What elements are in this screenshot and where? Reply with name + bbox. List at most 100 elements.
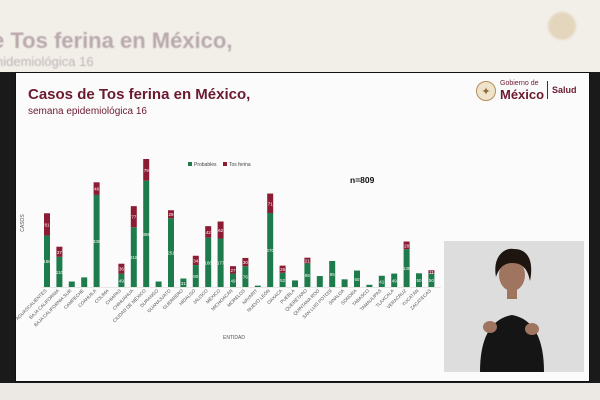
background-subtitle: nidemiológica 16 [0,54,94,69]
bar-tos-ferina [242,257,249,267]
bar-label-probables: 180 [204,260,212,265]
bar-label-tos-ferina: 36 [119,267,125,272]
bar-tos-ferina [93,182,100,195]
bar-label-probables: 110 [56,270,64,275]
bar-probables [180,278,187,287]
bar-label-probables: 388 [142,232,150,237]
bar-label-tos-ferina: 34 [193,258,199,263]
bar-tos-ferina [267,193,274,213]
bar-probables [304,263,311,287]
bar-probables [56,256,63,287]
bar-label-tos-ferina: 79 [144,168,150,173]
bar-probables [143,180,150,287]
sign-language-interpreter-video [444,241,584,372]
bar-label-probables: 270 [266,248,274,253]
bar-label-tos-ferina: 30 [243,260,249,265]
bar-probables [44,235,50,287]
bar-probables [378,275,385,287]
eagle-seal-icon: ✦ [476,81,496,101]
bar-probables [267,212,274,287]
bar-probables [192,265,199,287]
bar-probables [416,273,422,287]
logo-line-mexico: México [500,87,545,102]
slide-title: Casos de Tos ferina en México, [28,86,251,103]
bar-label-probables: 188 [43,259,51,264]
bar-probables [217,238,224,287]
background-seal-icon [548,12,576,40]
legend-label-probables: Probables [194,162,217,168]
chart-annotation-n: n=809 [350,175,375,185]
bar-label-probables: 31 [181,281,187,286]
bar-tos-ferina [56,246,63,257]
bar-label-tos-ferina: 46 [94,187,100,192]
bar-label-probables: 177 [217,261,225,266]
bar-tos-ferina [428,270,435,274]
bar-probables [118,273,125,287]
bar-label-probables: 41 [379,279,385,284]
bar-label-probables: 49 [119,278,125,283]
bar-probables [68,281,75,287]
bar-probables [205,237,212,287]
bar-probables [155,281,162,287]
logo-divider [547,81,548,99]
bar-probables [168,218,174,287]
bar-tos-ferina [279,265,286,273]
bar-label-probables: 138 [403,266,411,271]
bar-label-probables: 49 [230,278,236,283]
bar-label-tos-ferina: 28 [404,243,410,248]
bar-probables [391,273,398,287]
bar-label-tos-ferina: 11 [429,270,434,275]
bar-label-probables: 76 [243,275,249,280]
bar-probables [242,266,249,287]
bar-probables [316,276,323,287]
background-slide: e Tos ferina en México, nidemiológica 16 [0,0,600,72]
bar-probables [230,273,236,287]
bar-probables [130,227,137,287]
bar-label-tos-ferina: 62 [218,228,224,233]
bar-label-tos-ferina: 29 [168,212,174,217]
bar-label-probables: 86 [305,273,311,278]
gobierno-mexico-logo: ✦ Gobierno de México Salud [476,79,588,103]
bar-label-probables: 251 [167,251,175,256]
bar-label-tos-ferina: 42 [206,230,212,235]
bar-probables [254,285,261,287]
bar-tos-ferina [143,159,150,181]
presentation-slide: Casos de Tos ferina en México, semana ep… [15,72,590,382]
slide-subtitle: semana epidemiológica 16 [28,106,147,117]
bar-tos-ferina [168,210,174,219]
bar-label-probables: 50 [416,278,422,283]
bar-label-tos-ferina: 71 [268,201,274,206]
bar-tos-ferina [205,226,212,238]
bar-label-tos-ferina: 26 [280,267,286,272]
bar-probables [428,273,435,287]
bar-probables [81,277,88,287]
bar-label-probables: 52 [280,278,286,283]
logo-line-salud: Salud [552,85,577,95]
bar-probables [292,280,298,287]
legend-swatch-probables [188,162,192,166]
bar-label-tos-ferina: 81 [44,222,50,227]
bar-label-tos-ferina: 21 [305,259,311,264]
bar-label-probables: 50 [429,278,435,283]
bar-probables [329,260,336,287]
bar-tos-ferina [217,221,224,239]
bar-label-tos-ferina: 27 [230,268,236,273]
bar-label-tos-ferina: 37 [57,250,63,255]
legend-swatch-tos-ferina [223,162,227,166]
bar-tos-ferina [230,266,236,274]
bar-tos-ferina [130,206,137,228]
bar-label-probables: 336 [93,239,101,244]
bar-tos-ferina [44,213,50,236]
logo-line-gobierno: Gobierno de [500,80,539,87]
bar-label-probables: 49 [392,278,398,283]
bar-tos-ferina [192,255,199,266]
x-axis-label: ENTIDAD [223,335,245,341]
bar-probables [279,272,286,287]
bar-probables [366,284,373,287]
bar-probables [341,279,348,287]
bar-label-probables: 80 [193,274,199,279]
bar-probables [403,249,410,287]
bar-probables [354,270,360,287]
legend-label-tos-ferina: Tos ferina [229,162,251,168]
